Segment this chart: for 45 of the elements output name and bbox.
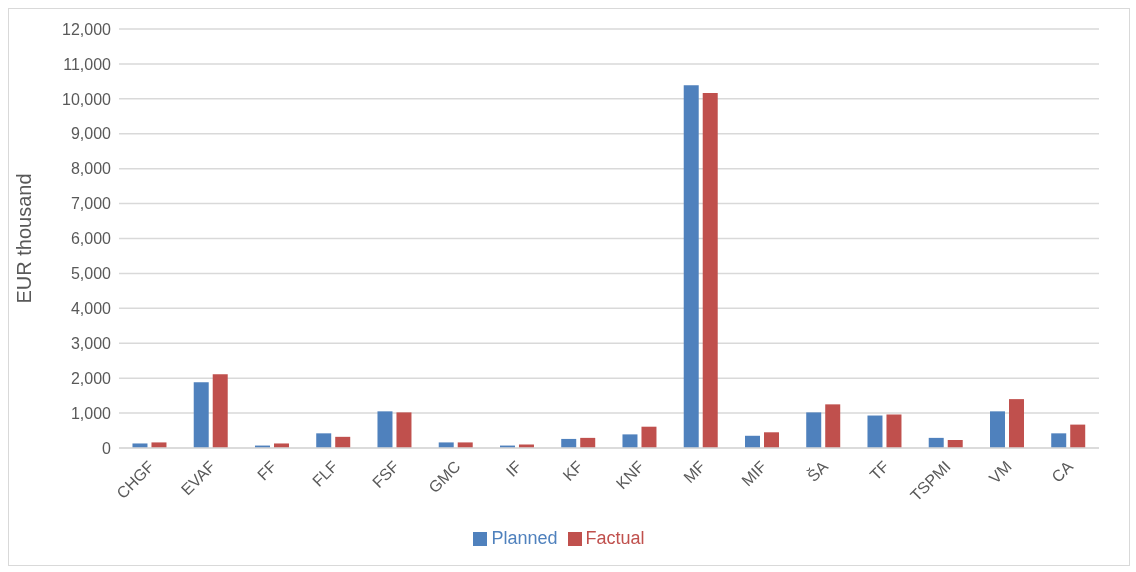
y-tick-label: 11,000 <box>63 55 112 73</box>
bar <box>806 412 822 448</box>
x-tick-label: CA <box>1048 457 1077 486</box>
bar <box>396 412 412 448</box>
y-tick-label: 7,000 <box>70 195 112 213</box>
legend-label: Factual <box>585 528 645 548</box>
y-tick-label: 12,000 <box>62 20 112 38</box>
y-tick-label: 5,000 <box>70 265 112 283</box>
x-tick-label: FLF <box>309 457 342 490</box>
bar <box>641 426 657 448</box>
bar <box>763 432 779 448</box>
bar <box>825 404 841 448</box>
x-tick-label: IF <box>502 457 526 480</box>
bar <box>1070 424 1086 448</box>
bar <box>989 411 1005 448</box>
x-tick-label: VM <box>985 457 1015 487</box>
bar <box>1008 399 1024 448</box>
x-tick-label: MF <box>680 457 709 487</box>
x-tick-label: MIF <box>738 457 771 490</box>
legend-label: Planned <box>491 528 558 548</box>
y-tick-label: 6,000 <box>70 230 112 248</box>
y-tick-label: 9,000 <box>70 125 112 143</box>
bar <box>683 85 699 448</box>
bar <box>867 415 883 448</box>
y-tick-label: 8,000 <box>70 160 112 178</box>
bar <box>377 411 393 448</box>
x-tick-label: KF <box>559 457 587 485</box>
x-tick-label: ŠA <box>803 456 832 485</box>
bar <box>744 435 760 448</box>
bar <box>193 382 209 448</box>
bar <box>622 434 638 448</box>
y-tick-label: 0 <box>102 439 112 457</box>
bar <box>702 92 718 448</box>
bar <box>886 414 902 448</box>
bar <box>212 374 228 448</box>
y-tick-label: 10,000 <box>62 90 112 108</box>
y-tick-label: 1,000 <box>70 404 112 422</box>
y-tick-label: 4,000 <box>70 300 112 318</box>
x-tick-label: TF <box>866 457 893 484</box>
x-tick-label: FF <box>254 457 281 484</box>
y-axis-title: EUR thousand <box>13 173 36 304</box>
y-tick-label: 2,000 <box>70 369 112 387</box>
bar <box>316 433 332 448</box>
bar <box>1051 433 1067 448</box>
y-tick-label: 3,000 <box>70 334 112 352</box>
